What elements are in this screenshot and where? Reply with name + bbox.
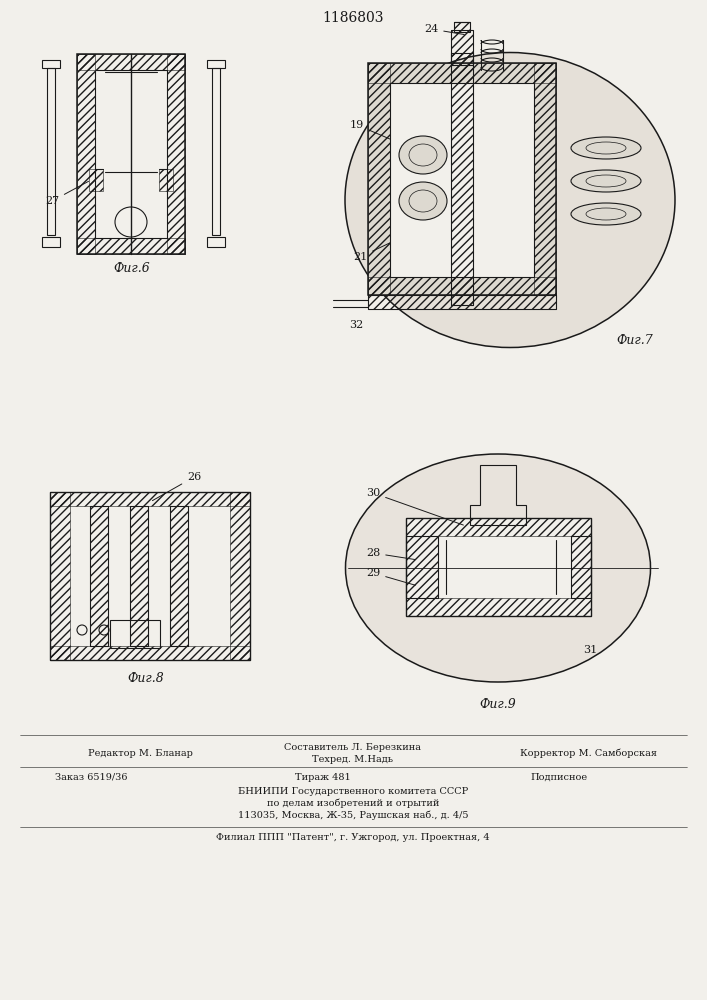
- Bar: [130, 506, 148, 646]
- Bar: [42, 60, 60, 68]
- Bar: [571, 536, 591, 598]
- Bar: [451, 53, 473, 305]
- Text: Фиг.8: Фиг.8: [128, 672, 164, 684]
- Ellipse shape: [571, 170, 641, 192]
- Bar: [90, 506, 108, 646]
- Bar: [571, 536, 591, 598]
- Text: 1186803: 1186803: [322, 11, 384, 25]
- Bar: [230, 492, 250, 660]
- Bar: [95, 70, 167, 238]
- Bar: [406, 536, 438, 598]
- Bar: [451, 30, 473, 65]
- Bar: [368, 63, 556, 83]
- Text: Заказ 6519/36: Заказ 6519/36: [55, 773, 127, 782]
- Ellipse shape: [345, 52, 675, 348]
- Text: 21: 21: [353, 241, 394, 262]
- Bar: [95, 70, 167, 238]
- Text: 31: 31: [583, 645, 597, 655]
- Bar: [406, 598, 591, 616]
- Bar: [390, 83, 534, 277]
- Bar: [50, 492, 250, 660]
- Text: 27: 27: [45, 181, 88, 206]
- Ellipse shape: [571, 203, 641, 225]
- Text: Редактор М. Бланар: Редактор М. Бланар: [88, 749, 193, 758]
- Bar: [42, 237, 60, 247]
- Text: Подписное: Подписное: [530, 773, 587, 782]
- Text: 28: 28: [366, 548, 415, 560]
- Bar: [534, 63, 556, 295]
- Text: Филиал ППП "Патент", г. Ужгород, ул. Проектная, 4: Филиал ППП "Патент", г. Ужгород, ул. Про…: [216, 833, 490, 842]
- Bar: [207, 60, 225, 68]
- Text: Фиг.6: Фиг.6: [114, 261, 151, 274]
- Bar: [50, 646, 250, 660]
- Text: Корректор М. Самборская: Корректор М. Самборская: [520, 749, 657, 758]
- Bar: [50, 492, 70, 660]
- Bar: [130, 506, 148, 646]
- Bar: [167, 54, 185, 254]
- Ellipse shape: [346, 454, 650, 682]
- Bar: [77, 238, 185, 254]
- Bar: [368, 63, 390, 295]
- Text: 30: 30: [366, 488, 463, 525]
- Ellipse shape: [399, 136, 447, 174]
- Bar: [207, 237, 225, 247]
- Bar: [406, 518, 591, 616]
- Bar: [47, 68, 55, 235]
- Text: Тираж 481: Тираж 481: [295, 773, 351, 782]
- Bar: [170, 506, 188, 646]
- Bar: [368, 277, 556, 295]
- Text: Техред. М.Надь: Техред. М.Надь: [312, 755, 394, 764]
- Bar: [368, 295, 556, 309]
- Text: по делам изобретений и отрытий: по делам изобретений и отрытий: [267, 799, 439, 808]
- Text: 19: 19: [350, 120, 416, 150]
- Bar: [406, 518, 591, 536]
- Text: 29: 29: [366, 568, 415, 585]
- Bar: [454, 22, 470, 32]
- Bar: [90, 506, 108, 646]
- Bar: [77, 54, 185, 254]
- Bar: [368, 295, 556, 309]
- Bar: [89, 169, 103, 191]
- Bar: [170, 506, 188, 646]
- Bar: [110, 620, 160, 648]
- Text: 26: 26: [153, 472, 201, 501]
- Bar: [77, 54, 95, 254]
- Text: 32: 32: [349, 320, 363, 330]
- Bar: [159, 169, 173, 191]
- Text: Фиг.7: Фиг.7: [617, 334, 653, 347]
- Bar: [77, 54, 185, 70]
- Ellipse shape: [399, 182, 447, 220]
- Bar: [212, 68, 220, 235]
- Ellipse shape: [571, 137, 641, 159]
- Bar: [451, 30, 473, 65]
- Text: Составитель Л. Березкина: Составитель Л. Березкина: [284, 743, 421, 752]
- Bar: [368, 63, 556, 295]
- Bar: [451, 53, 473, 305]
- Bar: [406, 536, 438, 598]
- Text: Фиг.9: Фиг.9: [479, 698, 516, 712]
- Text: 24: 24: [424, 24, 464, 35]
- Bar: [50, 492, 250, 506]
- Text: БНИИПИ Государственного комитета СССР: БНИИПИ Государственного комитета СССР: [238, 787, 468, 796]
- Text: 113035, Москва, Ж-35, Раушская наб., д. 4/5: 113035, Москва, Ж-35, Раушская наб., д. …: [238, 811, 468, 820]
